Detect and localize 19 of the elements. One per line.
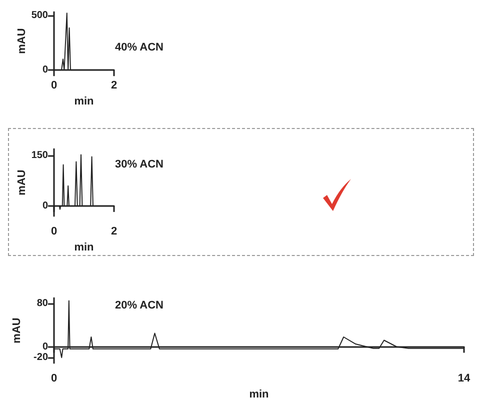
y-axis-title: mAU bbox=[16, 170, 28, 196]
x-tick-label: 14 bbox=[458, 372, 471, 384]
x-axis-title: min bbox=[74, 96, 94, 108]
x-tick-label: 2 bbox=[110, 80, 118, 92]
y-axis-title: mAU bbox=[16, 28, 28, 54]
text: 40% ACN bbox=[115, 42, 164, 54]
y-tick-label: 500 bbox=[31, 10, 48, 21]
y-tick-label: 0 bbox=[42, 200, 48, 212]
y-tick-label: 0 bbox=[42, 64, 48, 76]
y-tick-label: -20 bbox=[34, 352, 48, 364]
y-tick-label: 0 bbox=[42, 341, 48, 352]
x-tick-label: 2 bbox=[110, 226, 118, 238]
x-axis-title: min bbox=[74, 241, 94, 254]
y-tick-label: 80 bbox=[36, 298, 48, 309]
text: 30% ACN bbox=[115, 158, 164, 170]
x-axis-title: min bbox=[249, 388, 270, 400]
y-tick-label: 150 bbox=[31, 150, 48, 162]
chart-title: 20% ACN bbox=[115, 300, 164, 312]
y-axis-title: mAU bbox=[11, 318, 24, 344]
